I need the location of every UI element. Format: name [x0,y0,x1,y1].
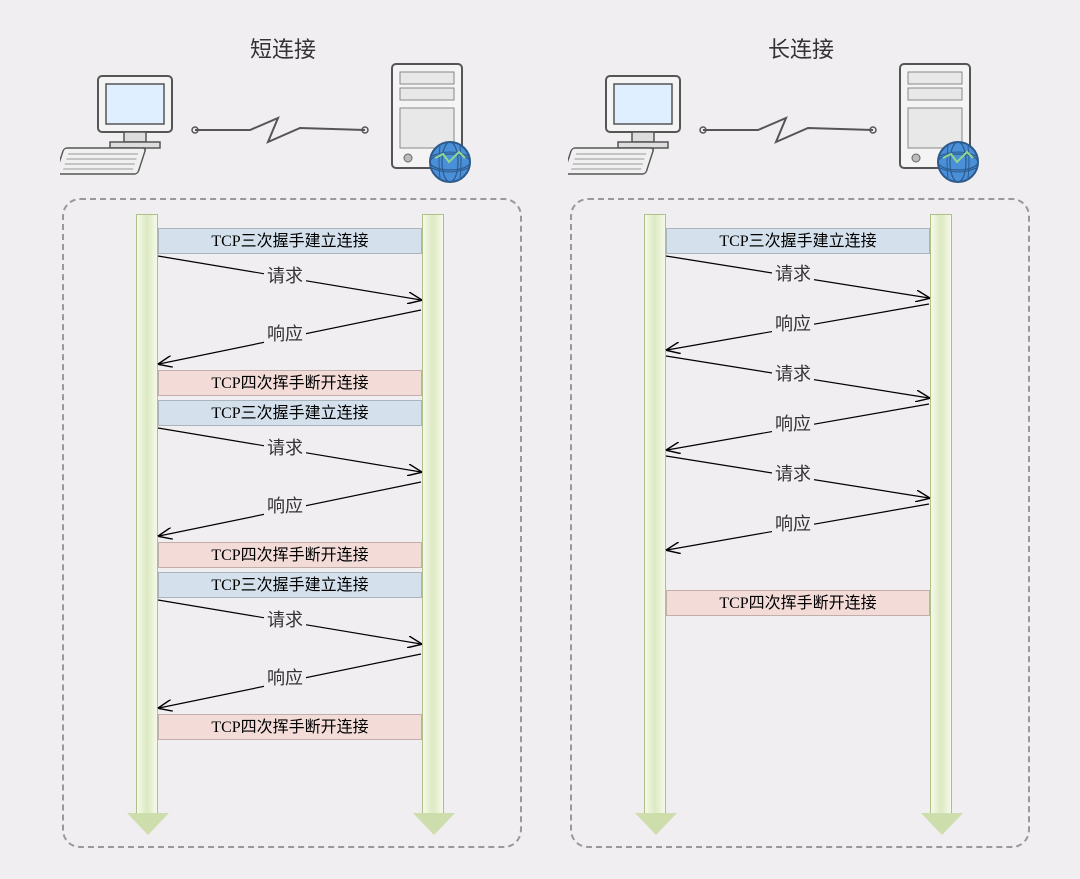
request-label: 请求 [772,360,814,386]
right-client-lifeline [644,214,666,814]
wavehand-band: TCP四次挥手断开连接 [158,542,422,568]
left-server-lifeline [422,214,444,814]
left-dashed-panel [62,198,522,848]
handshake-band: TCP三次握手建立连接 [666,228,930,254]
request-label: 请求 [264,434,306,460]
computer-icon [60,70,200,180]
handshake-band: TCP三次握手建立连接 [158,400,422,426]
request-label: 请求 [264,262,306,288]
response-label: 响应 [772,510,814,536]
connection-zigzag-icon [190,110,370,150]
response-label: 响应 [264,320,306,346]
server-icon [878,58,1008,188]
left-client-lifeline [136,214,158,814]
computer-icon [568,70,708,180]
right-title: 长连接 [768,32,834,64]
wavehand-band: TCP四次挥手断开连接 [666,590,930,616]
left-title: 短连接 [250,32,316,64]
handshake-band: TCP三次握手建立连接 [158,572,422,598]
request-label: 请求 [772,260,814,286]
right-server-lifeline [930,214,952,814]
response-label: 响应 [264,492,306,518]
connection-zigzag-icon [698,110,878,150]
wavehand-band: TCP四次挥手断开连接 [158,370,422,396]
response-label: 响应 [772,310,814,336]
response-label: 响应 [772,410,814,436]
response-label: 响应 [264,664,306,690]
request-label: 请求 [772,460,814,486]
wavehand-band: TCP四次挥手断开连接 [158,714,422,740]
server-icon [370,58,500,188]
request-label: 请求 [264,606,306,632]
handshake-band: TCP三次握手建立连接 [158,228,422,254]
